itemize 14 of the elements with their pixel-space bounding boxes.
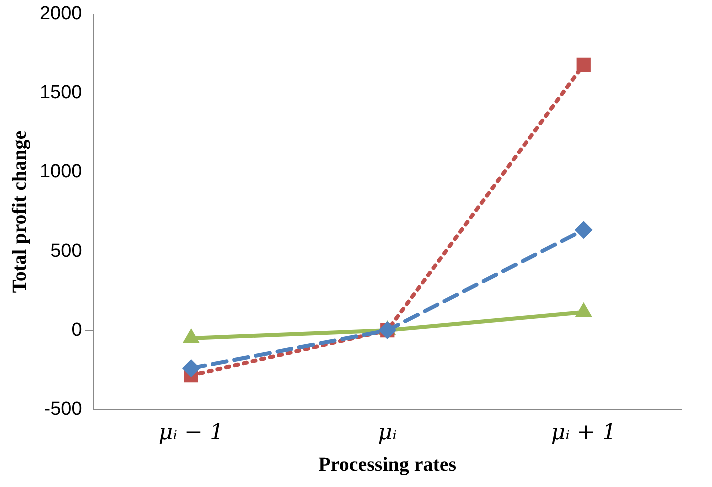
x-axis-title: Processing rates — [318, 454, 457, 476]
y-tick-label: 500 — [50, 240, 82, 262]
y-tick-label: 1000 — [40, 162, 82, 183]
point — [182, 360, 200, 378]
x-tick-label: μᵢ + 1 — [551, 420, 616, 446]
y-tick-label: 2000 — [40, 4, 82, 25]
point — [574, 221, 593, 240]
x-tick-label: μᵢ — [378, 420, 397, 446]
x-tick-label: μᵢ − 1 — [158, 420, 224, 446]
y-tick-label: 0 — [72, 320, 82, 341]
y-tick-label: -500 — [44, 398, 82, 420]
y-tick-label: 1500 — [40, 82, 82, 104]
y-axis-title: Total profit change — [9, 130, 32, 294]
point — [576, 58, 591, 72]
